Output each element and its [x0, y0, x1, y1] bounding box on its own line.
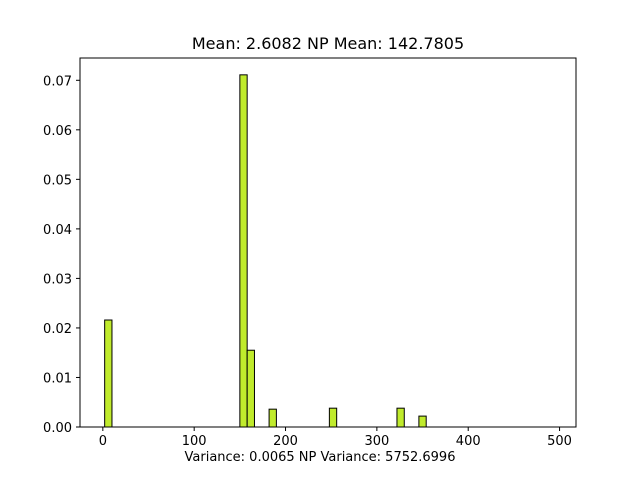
y-tick-label: 0.03 — [43, 272, 72, 287]
x-tick-label: 100 — [182, 434, 207, 449]
histogram-bar — [104, 319, 113, 428]
histogram-bar — [239, 74, 248, 428]
chart-title: Mean: 2.6082 NP Mean: 142.7805 — [192, 34, 464, 53]
x-axis-label: Variance: 0.0065 NP Variance: 5752.6996 — [185, 450, 456, 465]
bars-group — [104, 74, 427, 428]
histogram-bar — [268, 408, 277, 428]
x-axis: 0 100 200 300 400 500 — [99, 427, 572, 449]
y-tick-label: 0.04 — [43, 223, 72, 238]
x-tick-label: 300 — [364, 434, 389, 449]
histogram-bar — [328, 407, 338, 428]
y-tick-label: 0.01 — [43, 371, 72, 386]
histogram-bar — [246, 349, 255, 428]
y-axis: 0.00 0.01 0.02 0.03 0.04 0.05 0.06 0.07 — [43, 74, 80, 436]
plot-frame — [79, 57, 577, 428]
histogram-bar — [418, 415, 427, 428]
x-tick-label: 400 — [456, 434, 481, 449]
x-tick-label: 500 — [547, 434, 572, 449]
y-tick-label: 0.02 — [43, 322, 72, 337]
x-tick-label: 200 — [273, 434, 298, 449]
y-tick-label: 0.07 — [43, 74, 72, 89]
y-tick-label: 0.00 — [43, 421, 72, 436]
x-tick-label: 0 — [99, 434, 107, 449]
y-tick-label: 0.06 — [43, 124, 72, 139]
histogram-bar — [396, 407, 405, 428]
y-tick-label: 0.05 — [43, 173, 72, 188]
